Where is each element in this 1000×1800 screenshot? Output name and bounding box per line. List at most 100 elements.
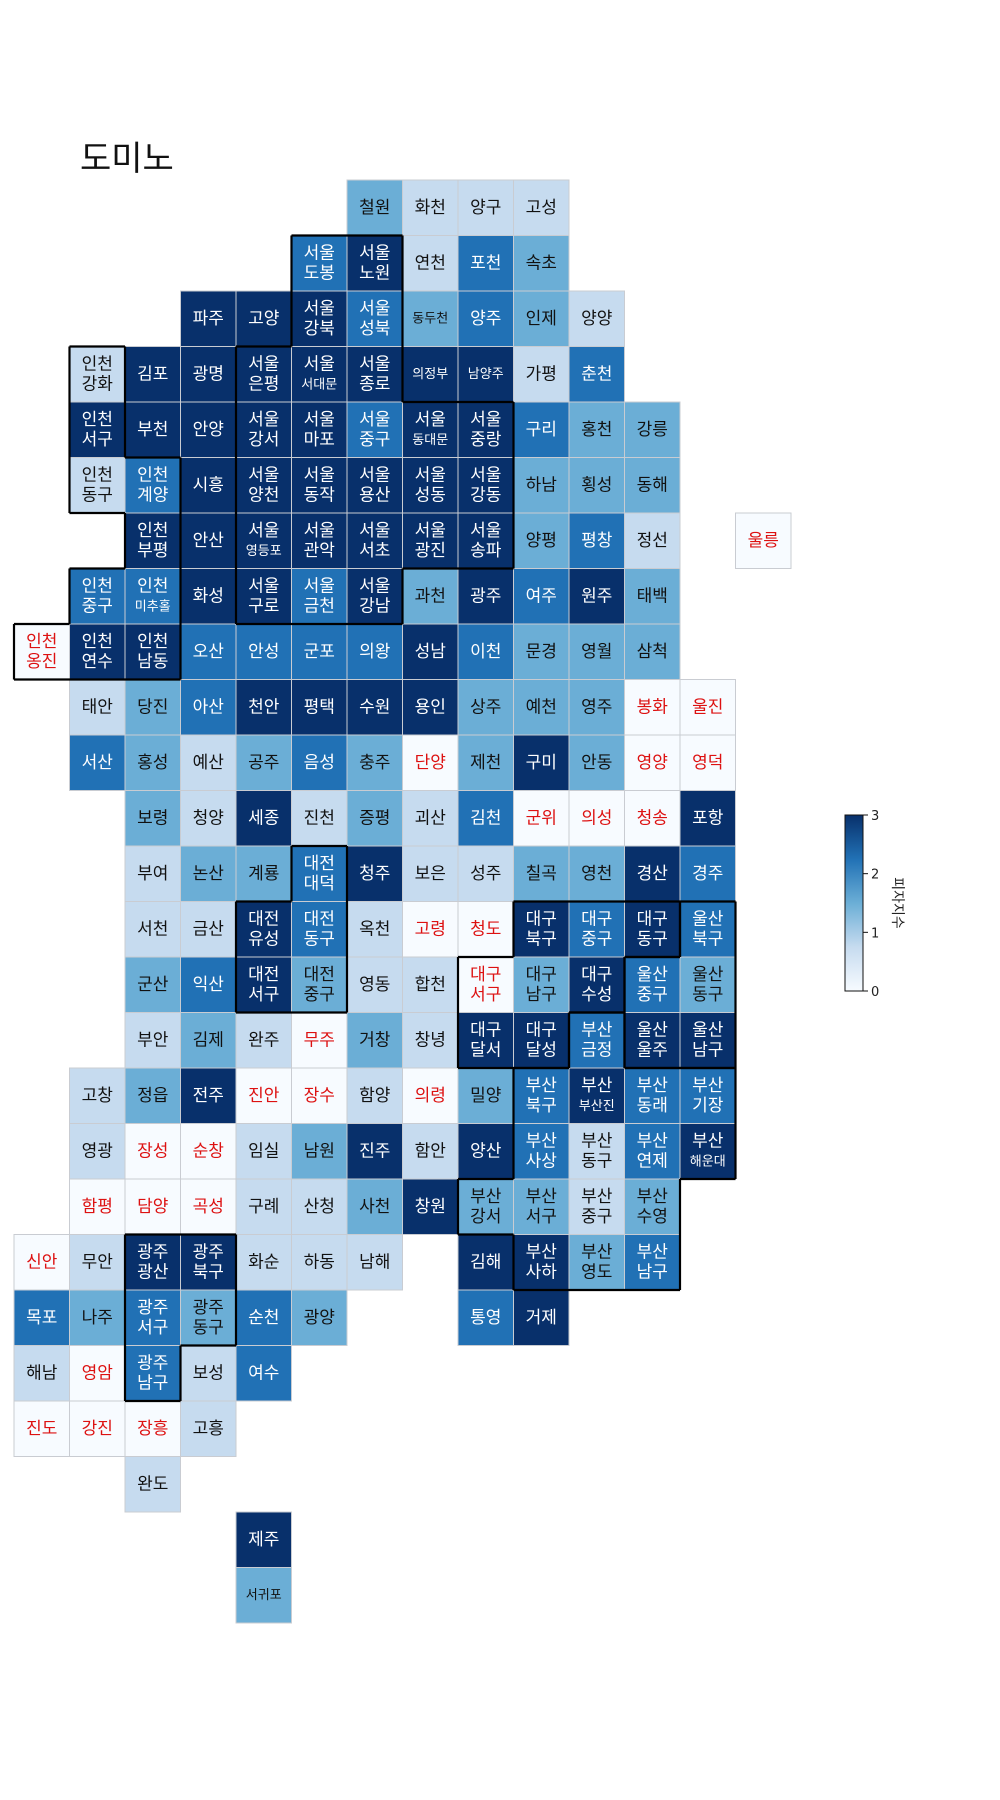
cell-label: 부여	[137, 864, 168, 884]
cell-label: 서울 중랑	[470, 410, 502, 450]
colorbar-tick-label: 3	[871, 809, 879, 824]
map-cell	[624, 623, 681, 680]
map-cell	[346, 512, 403, 569]
map-cell	[180, 956, 237, 1013]
cell-label: 인천 부평	[137, 521, 168, 561]
cell-label: 영광	[82, 1141, 113, 1161]
cell-label: 함안	[415, 1141, 447, 1161]
cell-label: 완주	[248, 1030, 279, 1050]
map-cell	[346, 568, 403, 625]
colorbar-tick-label: 2	[871, 868, 879, 883]
map-cell	[679, 901, 736, 958]
cell-label: 진주	[359, 1141, 390, 1161]
cell-label: 보령	[137, 808, 168, 828]
map-cell	[402, 623, 459, 680]
cell-label: 서울 서초	[359, 521, 390, 561]
map-cell	[346, 457, 403, 514]
cell-label: 담양	[137, 1197, 168, 1217]
map-cell	[513, 290, 570, 347]
map-cell	[513, 1289, 570, 1346]
map-cell	[180, 568, 237, 625]
map-cell	[624, 679, 681, 736]
map-cell	[346, 1012, 403, 1069]
cell-label: 포항	[692, 808, 724, 828]
map-cell	[568, 734, 625, 791]
map-cell	[291, 1178, 348, 1235]
cell-label: 부산 기장	[692, 1076, 724, 1116]
cell-label: 논산	[193, 864, 225, 884]
colorbar-label: 피자지수	[889, 877, 905, 929]
map-cell	[180, 734, 237, 791]
cell-label: 부안	[137, 1030, 169, 1050]
map-cell	[180, 1012, 237, 1069]
map-cell	[235, 1567, 292, 1624]
cell-label: 인천 중구	[82, 576, 113, 616]
cell-label: 울릉	[748, 531, 779, 551]
map-cell	[346, 290, 403, 347]
cell-label: 대구 서구	[470, 965, 501, 1005]
cell-label: 청주	[359, 864, 390, 884]
map-cell	[124, 956, 181, 1013]
map-cell	[291, 568, 348, 625]
cell-label: 서울 강서	[248, 410, 279, 450]
cell-label: 고양	[248, 309, 279, 329]
cell-label: 순천	[248, 1308, 279, 1328]
cell-label: 경주	[692, 864, 723, 884]
cell-label: 창녕	[415, 1030, 446, 1050]
map-cell	[235, 1511, 292, 1568]
cell-label: 여주	[526, 586, 557, 606]
map-cell	[402, 401, 459, 458]
map-cell	[180, 790, 237, 847]
cell-label: 대구 북구	[526, 909, 557, 949]
cell-label: 고령	[415, 919, 446, 939]
map-cell	[13, 1345, 70, 1402]
cell-label: 인천 남동	[137, 632, 168, 672]
cell-label: 부산 북구	[526, 1076, 558, 1116]
map-cell	[568, 1067, 625, 1124]
cell-label: 문경	[526, 642, 557, 662]
cell-label: 김포	[137, 364, 168, 384]
cell-label: 남해	[359, 1252, 390, 1272]
cell-label: 오산	[193, 642, 225, 662]
map-cell	[235, 1345, 292, 1402]
cell-label: 목포	[26, 1308, 57, 1328]
map-cell	[402, 290, 459, 347]
cell-label: 부산 강서	[470, 1187, 502, 1227]
map-cell	[291, 235, 348, 292]
cell-label: 괴산	[415, 808, 447, 828]
map-cell	[235, 845, 292, 902]
cell-label: 계룡	[248, 864, 279, 884]
map-cell	[402, 679, 459, 736]
cell-label: 광양	[304, 1308, 335, 1328]
map-cell	[679, 679, 736, 736]
cell-label: 상주	[470, 697, 501, 717]
cell-label: 구리	[526, 420, 557, 440]
map-cell	[568, 568, 625, 625]
cell-label: 부산 동래	[637, 1076, 669, 1116]
map-cell	[235, 679, 292, 736]
map-cell	[624, 734, 681, 791]
cell-label: 거창	[359, 1030, 391, 1050]
colorbar-tick-label: 1	[871, 926, 879, 941]
map-cell	[291, 346, 348, 403]
cell-label: 대구 달서	[470, 1020, 501, 1060]
cell-label: 부산 중구	[581, 1187, 613, 1227]
cell-label: 울산 북구	[692, 909, 724, 949]
map-cell	[124, 1400, 181, 1457]
cell-label: 속초	[526, 253, 557, 273]
map-cell	[124, 512, 181, 569]
map-cell	[513, 512, 570, 569]
cell-label: 하동	[304, 1252, 335, 1272]
cell-label: 가평	[526, 364, 557, 384]
map-cell	[568, 457, 625, 514]
map-cell	[346, 734, 403, 791]
cell-label: 함양	[359, 1086, 390, 1106]
cell-label: 서울 강북	[304, 299, 335, 339]
cell-label: 창원	[415, 1197, 446, 1217]
cell-label: 울산 울주	[637, 1020, 669, 1060]
map-cell	[180, 1400, 237, 1457]
map-cell	[513, 1178, 570, 1235]
map-cell	[13, 1234, 70, 1291]
cell-label: 고창	[82, 1086, 114, 1106]
cell-label: 청양	[193, 808, 224, 828]
